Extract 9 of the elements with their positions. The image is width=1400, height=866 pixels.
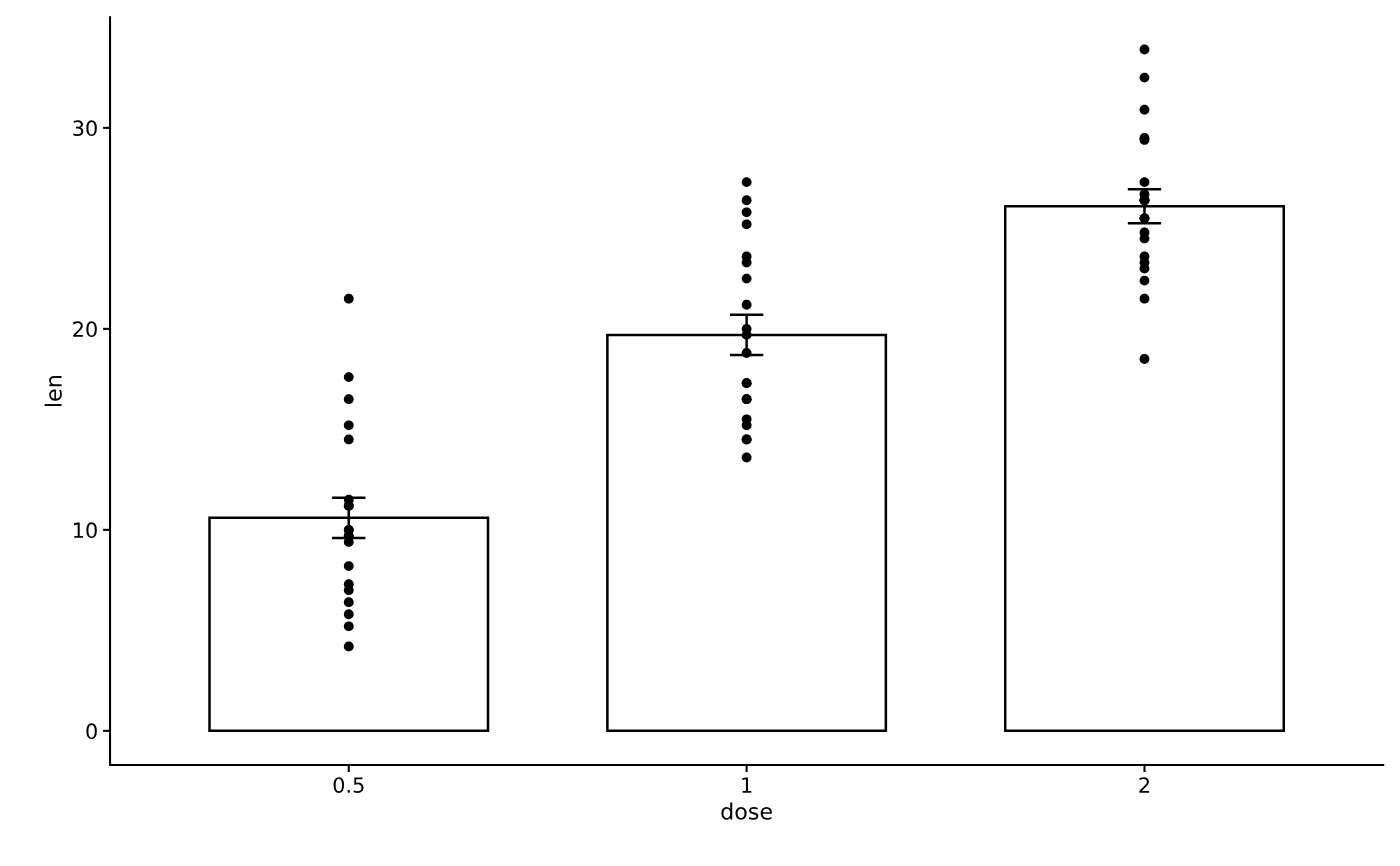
y-tick-label: 0 [86,723,97,740]
x-tick-label: 1 [742,777,752,793]
y-tick-label: 30 [73,120,97,137]
x-axis-title: dose [721,802,772,820]
y-tick-label: 10 [74,522,97,539]
x-tick-label: 0.5 [333,777,364,793]
y-axis-title: len [44,376,62,407]
y-tick-label: 20 [73,321,97,338]
x-tick-label: 2 [1139,777,1150,793]
